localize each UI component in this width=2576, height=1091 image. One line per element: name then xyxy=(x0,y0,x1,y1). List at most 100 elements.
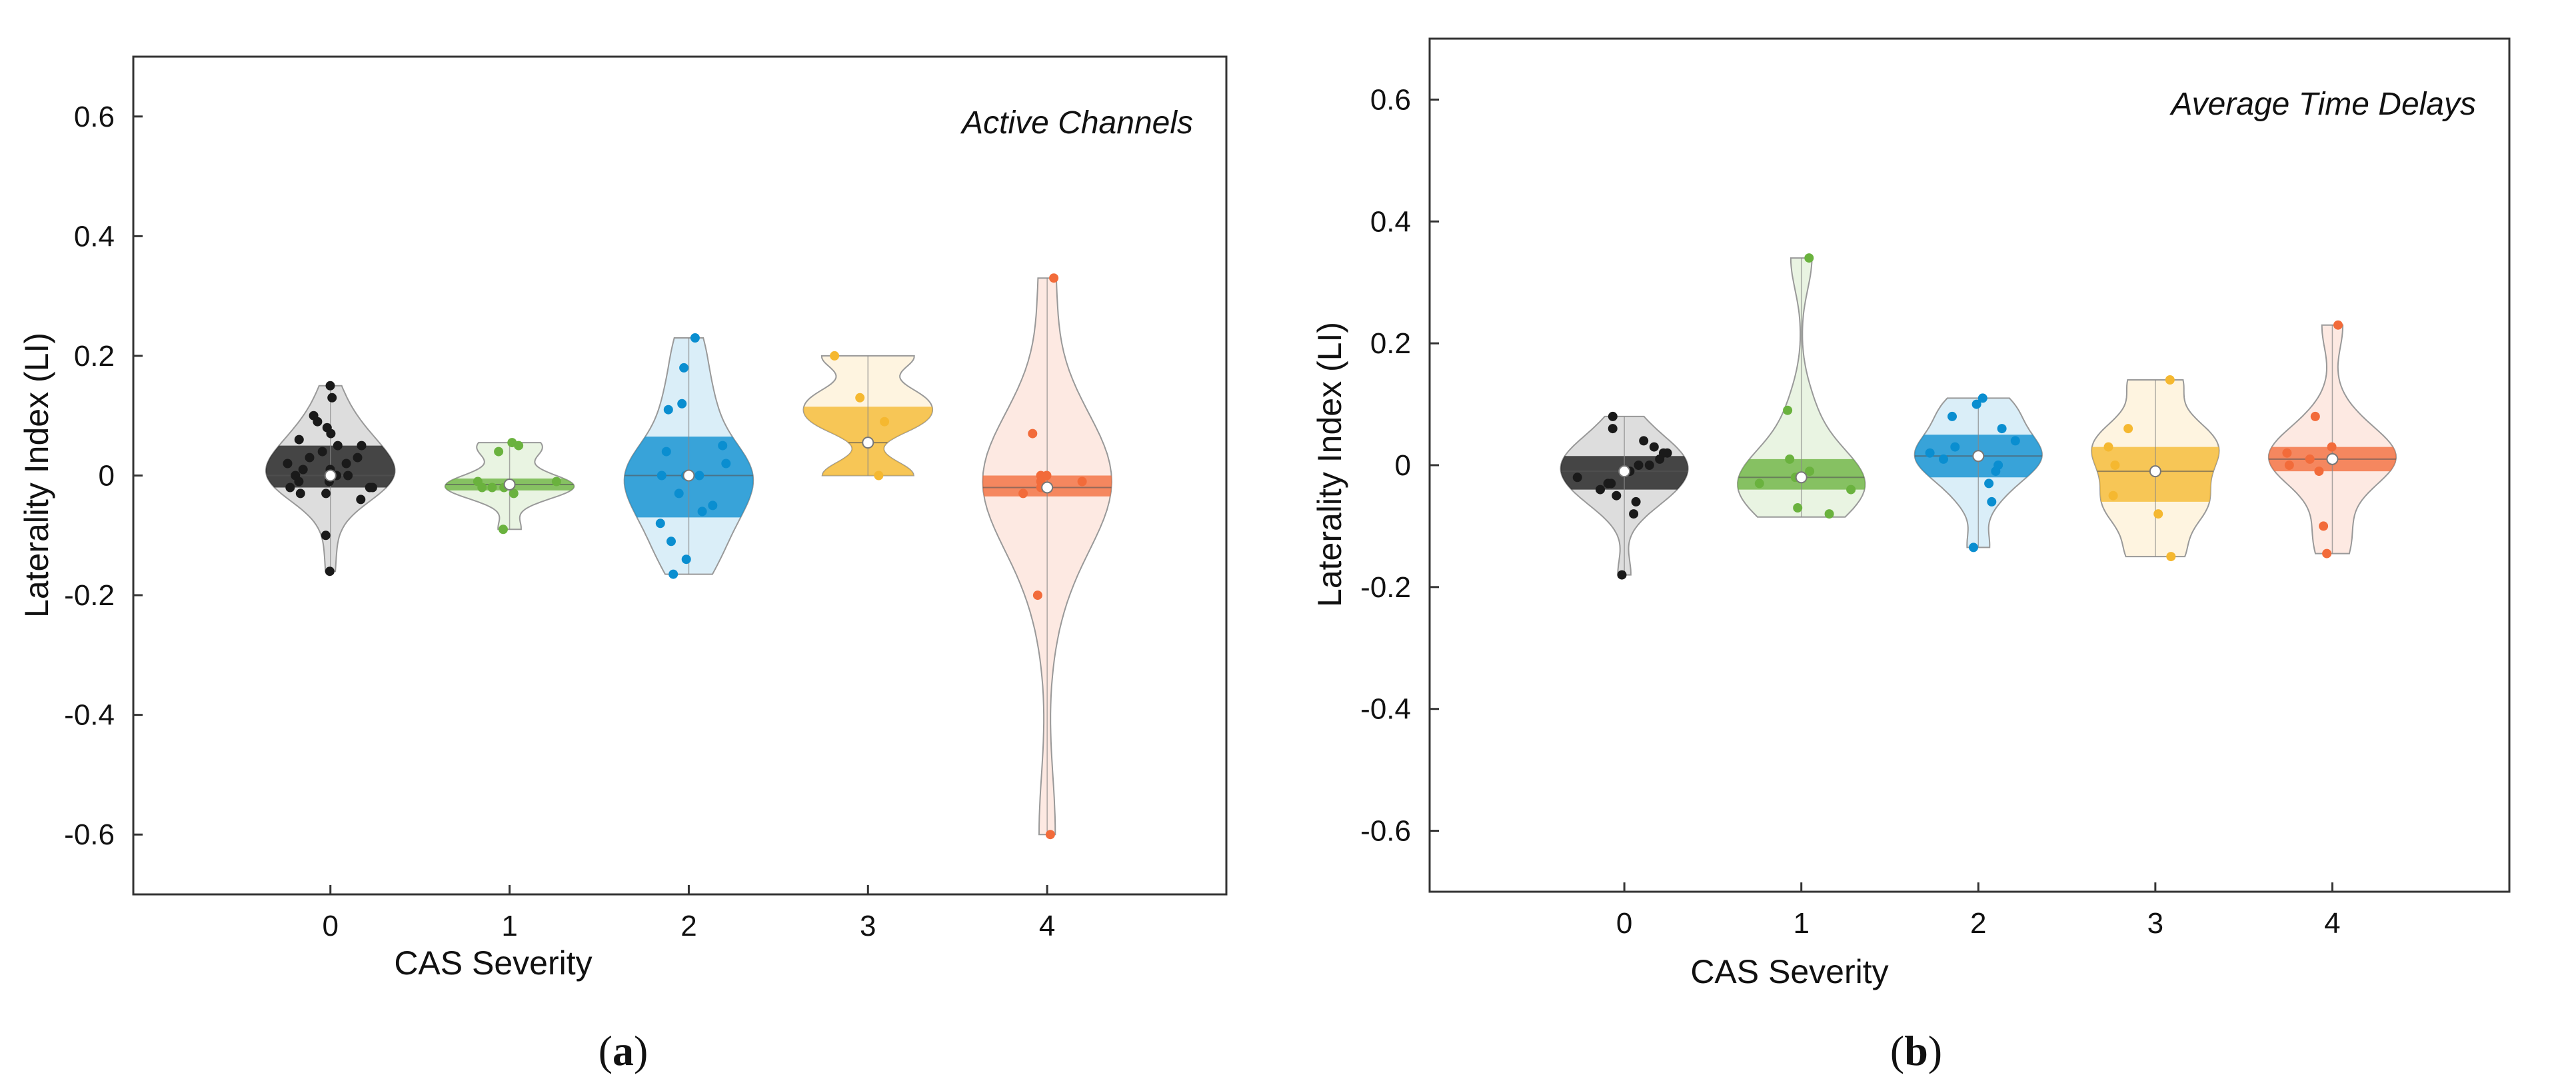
data-point xyxy=(1032,590,1042,600)
median-marker xyxy=(682,469,695,482)
data-point xyxy=(1997,424,2007,434)
data-point xyxy=(1947,411,1957,421)
violin-cat-0 xyxy=(265,381,396,576)
data-point xyxy=(295,489,305,499)
panel-a: 0.6 0.4 0.2 0 -0.2 -0.4 -0.6 0 1 2 3 4 Active Chan… xyxy=(18,55,1228,1074)
data-point xyxy=(2327,442,2337,452)
data-point xyxy=(327,393,337,403)
data-point xyxy=(357,441,367,451)
data-point xyxy=(1783,405,1793,415)
data-point xyxy=(1969,543,1978,552)
data-point xyxy=(551,477,561,487)
data-point xyxy=(1805,467,1815,477)
data-point xyxy=(1639,436,1649,446)
data-point xyxy=(1617,570,1627,580)
x-tick-label: 4 xyxy=(1039,910,1055,942)
y-tick-label: 0.2 xyxy=(74,340,115,373)
data-point xyxy=(1612,491,1622,501)
violin-cat-2 xyxy=(1914,393,2043,552)
y-tick-label: -0.4 xyxy=(64,699,115,732)
x-tick-label: 0 xyxy=(1616,907,1632,940)
y-tick-label: 0.4 xyxy=(1370,205,1411,238)
data-point xyxy=(1042,471,1052,481)
median-marker xyxy=(503,478,516,491)
data-point xyxy=(2322,548,2332,558)
data-point xyxy=(666,537,676,546)
data-point xyxy=(1629,509,1639,519)
data-point xyxy=(2108,491,2118,501)
data-point xyxy=(697,507,707,517)
data-point xyxy=(1655,454,1665,464)
data-point xyxy=(1644,461,1654,470)
violin-cat-0 xyxy=(1560,411,1689,580)
data-point xyxy=(294,435,304,445)
data-point xyxy=(305,453,315,463)
data-point xyxy=(1608,424,1618,434)
data-point xyxy=(325,381,335,391)
chart-title-a: Active Channels xyxy=(960,105,1193,141)
data-point xyxy=(677,399,687,409)
data-point xyxy=(1631,497,1641,507)
median-marker xyxy=(862,437,874,449)
data-point xyxy=(1793,503,1803,513)
violin-cat-1 xyxy=(444,438,575,535)
data-point xyxy=(1649,442,1659,452)
data-point xyxy=(321,531,331,541)
data-point xyxy=(656,471,666,481)
data-point xyxy=(1028,429,1038,439)
y-ticks-a: 0.6 0.4 0.2 0 -0.2 -0.4 -0.6 xyxy=(64,101,143,851)
y-tick-label: 0.6 xyxy=(1370,83,1411,116)
data-point xyxy=(509,489,519,499)
panel-caption-b: (b) xyxy=(1890,1027,1942,1074)
data-point xyxy=(2010,436,2020,446)
median-marker xyxy=(1795,471,1808,484)
data-point xyxy=(690,333,700,343)
median-marker xyxy=(324,469,337,482)
data-point xyxy=(2153,509,2163,519)
data-point xyxy=(2110,461,2120,470)
x-ticks-b: 0 1 2 3 4 xyxy=(1616,882,2341,940)
data-point xyxy=(283,459,293,469)
data-point xyxy=(494,447,504,457)
median-marker xyxy=(1972,450,1985,463)
data-point xyxy=(668,569,678,579)
data-point xyxy=(1572,473,1582,483)
violin-cat-4 xyxy=(2267,320,2397,558)
data-point xyxy=(298,465,308,475)
violin-cat-3 xyxy=(802,351,934,481)
data-point xyxy=(1939,454,1948,464)
data-point xyxy=(333,441,343,451)
data-point xyxy=(1608,411,1618,421)
data-point xyxy=(2284,461,2294,470)
data-point xyxy=(353,453,363,463)
x-axis-label-a: CAS Severity xyxy=(394,944,592,982)
panel-caption-a: (a) xyxy=(599,1027,648,1074)
x-tick-label: 3 xyxy=(2147,907,2163,940)
data-point xyxy=(356,495,366,505)
data-point xyxy=(661,447,671,457)
data-point xyxy=(2165,375,2175,385)
y-tick-label: -0.4 xyxy=(1360,693,1411,726)
median-marker xyxy=(2326,453,2339,465)
median-marker xyxy=(1618,465,1631,478)
data-point xyxy=(1925,448,1935,458)
data-point xyxy=(830,351,840,361)
y-tick-label: 0 xyxy=(99,460,115,493)
data-point xyxy=(313,417,323,427)
data-point xyxy=(2319,521,2329,531)
data-point xyxy=(1804,253,1814,263)
violin-cat-4 xyxy=(982,273,1112,840)
data-point xyxy=(1754,479,1764,489)
x-tick-label: 0 xyxy=(322,910,338,942)
y-ticks-b: 0.6 0.4 0.2 0 -0.2 -0.4 -0.6 xyxy=(1360,83,1439,848)
median-marker xyxy=(1041,481,1054,494)
data-point xyxy=(285,483,295,493)
data-point xyxy=(855,393,865,403)
data-point xyxy=(1971,399,1981,409)
data-point xyxy=(477,483,487,493)
data-point xyxy=(1950,442,1960,452)
y-tick-label: 0.4 xyxy=(74,220,115,253)
data-point xyxy=(1045,830,1055,840)
data-point xyxy=(2333,320,2343,330)
